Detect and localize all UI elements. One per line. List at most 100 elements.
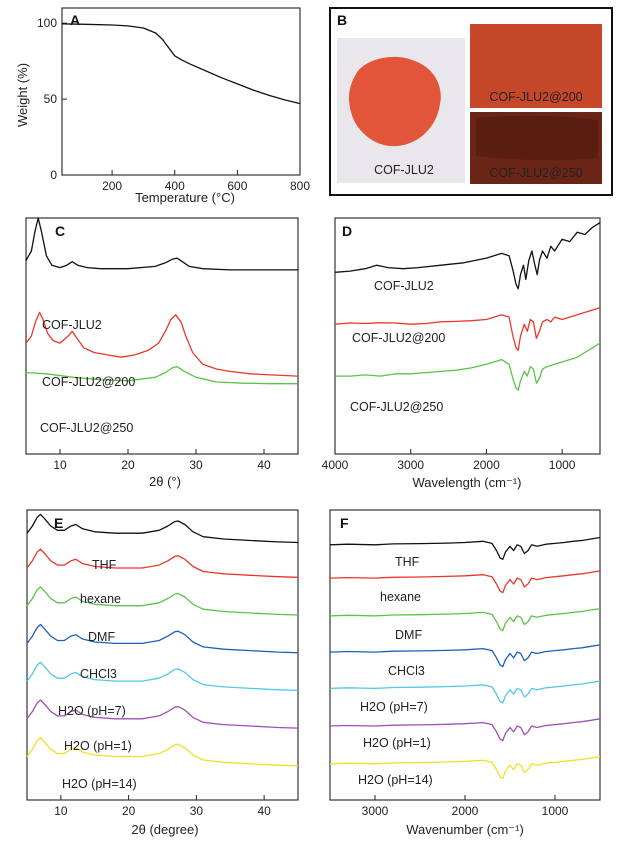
panel-e: E 2θ (degree) 10 20 30 40 THF hexane DMF CH… — [26, 509, 299, 837]
panel-f-annotation-thf: THF — [395, 555, 420, 569]
panel-d-series-cof-jlu2-250 — [335, 342, 601, 391]
panel-f-annotation-dmf: DMF — [395, 628, 422, 642]
panel-e-series-hexane — [26, 548, 299, 578]
x-tick-label: 1000 — [542, 804, 569, 818]
x-tick-label: 2000 — [473, 458, 500, 472]
panel-f-frame — [329, 509, 601, 801]
panel-c-series-cof-jlu2-200 — [25, 311, 299, 377]
panel-d-frame — [334, 217, 601, 455]
x-tick-label: 40 — [257, 804, 271, 818]
panel-f-annotation-h2o-ph1: H2O (pH=1) — [363, 736, 431, 750]
panel-a-x-axis-label: Temperature (°C) — [135, 190, 235, 205]
panel-e-ticks: 10 20 30 40 — [54, 795, 271, 818]
panel-e-series-thf — [26, 513, 299, 544]
panel-e-annotation-thf: THF — [92, 558, 117, 572]
panel-d-series-cof-jlu2 — [334, 222, 601, 290]
panel-f-series-h2o-ph-14 — [329, 755, 601, 779]
x-tick-label: 4000 — [322, 458, 349, 472]
photo-cof-jlu2-powder — [348, 56, 441, 147]
panel-c-ticks: 10 20 30 40 — [53, 449, 271, 472]
panel-f-ticks: 3000 2000 1000 — [362, 795, 569, 818]
panel-f-annotation-chcl3: CHCl3 — [388, 664, 425, 678]
x-tick-label: 800 — [290, 179, 310, 193]
panel-d-annotation-cof-jlu2: COF-JLU2 — [374, 279, 434, 293]
panel-d-label: D — [342, 223, 352, 239]
panel-f-annotation-h2o-ph7: H2O (pH=7) — [360, 700, 428, 714]
y-tick-label: 100 — [37, 16, 57, 30]
panel-e-annotation-h2o-ph7: H2O (pH=7) — [58, 704, 126, 718]
panel-e-frame — [26, 509, 299, 801]
x-tick-label: 20 — [121, 458, 135, 472]
panel-a-plot-area — [61, 23, 301, 105]
x-tick-label: 20 — [122, 804, 136, 818]
panel-d-plot-area — [334, 222, 601, 391]
photo-cof-jlu2-200-powder — [478, 32, 596, 84]
panel-b: B COF-JLU2 COF-JLU2@200 COF-JLU2@250 — [329, 7, 613, 196]
panel-f-x-axis-label: Wavenumber (cm⁻¹) — [406, 822, 524, 837]
panel-e-series-chcl3 — [26, 623, 299, 654]
panel-f-plot-area — [329, 536, 601, 779]
panel-c-series-cof-jlu2 — [25, 217, 298, 271]
photo-cof-jlu2-250-powder — [476, 115, 598, 161]
photo-cof-jlu2-caption: COF-JLU2 — [374, 163, 434, 177]
panel-e-label: E — [54, 515, 63, 531]
photo-cof-jlu2-200-caption: COF-JLU2@200 — [489, 90, 582, 104]
x-tick-label: 3000 — [397, 458, 424, 472]
panel-e-x-axis-label: 2θ (degree) — [131, 822, 198, 837]
panel-e-series-h2o-ph-7 — [26, 661, 299, 692]
panel-e-series-dmf — [26, 586, 299, 616]
x-tick-label: 400 — [165, 179, 185, 193]
x-tick-label: 1000 — [549, 458, 576, 472]
x-tick-label: 3000 — [362, 804, 389, 818]
x-tick-label: 200 — [102, 179, 122, 193]
panel-f-series-h2o-ph-7 — [329, 680, 601, 704]
panel-d: D Wavelength (cm⁻¹) 4000 3000 2000 1000 COF… — [322, 217, 601, 490]
panel-d-x-axis-label: Wavelength (cm⁻¹) — [413, 475, 522, 490]
panel-a-ticks: 200 400 600 800 0 50 100 — [37, 16, 310, 193]
panel-f-annotation-h2o-ph14: H2O (pH=14) — [358, 773, 433, 787]
x-tick-label: 30 — [189, 458, 203, 472]
panel-d-annotation-cof-jlu2-250: COF-JLU2@250 — [350, 400, 443, 414]
panel-f-series-dmf — [329, 607, 601, 632]
panel-e-annotation-h2o-ph1: H2O (pH=1) — [64, 739, 132, 753]
panel-d-ticks: 4000 3000 2000 1000 — [322, 449, 576, 472]
x-tick-label: 10 — [53, 458, 67, 472]
panel-c-plot-area — [25, 217, 299, 385]
panel-a-series-line-0 — [61, 23, 301, 105]
panel-a-y-axis-label: Weight (%) — [15, 63, 30, 127]
panel-f-series-hexane — [329, 570, 601, 594]
panel-b-frame — [329, 7, 613, 196]
panel-c-annotation-cof-jlu2-250: COF-JLU2@250 — [40, 421, 133, 435]
panel-a: A Temperature (°C) Weight (%) 200 400 600 8… — [15, 7, 310, 205]
panel-b-label: B — [337, 12, 347, 28]
panel-a-frame — [61, 7, 301, 176]
panel-e-annotation-dmf: DMF — [88, 630, 115, 644]
x-tick-label: 40 — [257, 458, 271, 472]
y-tick-label: 0 — [50, 168, 57, 182]
panel-e-annotation-hexane: hexane — [80, 592, 121, 606]
x-tick-label: 30 — [190, 804, 204, 818]
panel-e-annotation-h2o-ph14: H2O (pH=14) — [62, 777, 137, 791]
panel-e-annotation-chcl3: CHCl3 — [80, 667, 117, 681]
x-tick-label: 2000 — [452, 804, 479, 818]
panel-f-series-chcl3 — [329, 644, 601, 668]
panel-c-annotation-cof-jlu2: COF-JLU2 — [42, 318, 102, 332]
panel-d-series-cof-jlu2-200 — [334, 307, 601, 351]
panel-c-frame — [25, 217, 299, 455]
panel-d-annotation-cof-jlu2-200: COF-JLU2@200 — [352, 331, 445, 345]
panel-f-series-h2o-ph-1 — [329, 718, 601, 742]
panel-a-label: A — [70, 12, 80, 28]
panel-f-series-thf — [329, 536, 601, 560]
panel-c-series-cof-jlu2-250 — [25, 366, 298, 385]
photo-cof-jlu2-250-caption: COF-JLU2@250 — [489, 166, 582, 180]
panel-e-plot-area — [26, 513, 299, 767]
panel-c-annotation-cof-jlu2-200: COF-JLU2@200 — [42, 375, 135, 389]
x-tick-label: 600 — [227, 179, 247, 193]
panel-e-series-h2o-ph-14 — [26, 736, 299, 767]
panel-f: F Wavenumber (cm⁻¹) 3000 2000 1000 THF hex… — [329, 509, 601, 837]
panel-f-annotation-hexane: hexane — [380, 590, 421, 604]
panel-c-x-axis-label: 2θ (°) — [149, 474, 181, 489]
x-tick-label: 10 — [54, 804, 68, 818]
panel-c: C 2θ (°) 10 20 30 40 COF-JLU2 COF-JLU2@200 … — [25, 217, 299, 489]
